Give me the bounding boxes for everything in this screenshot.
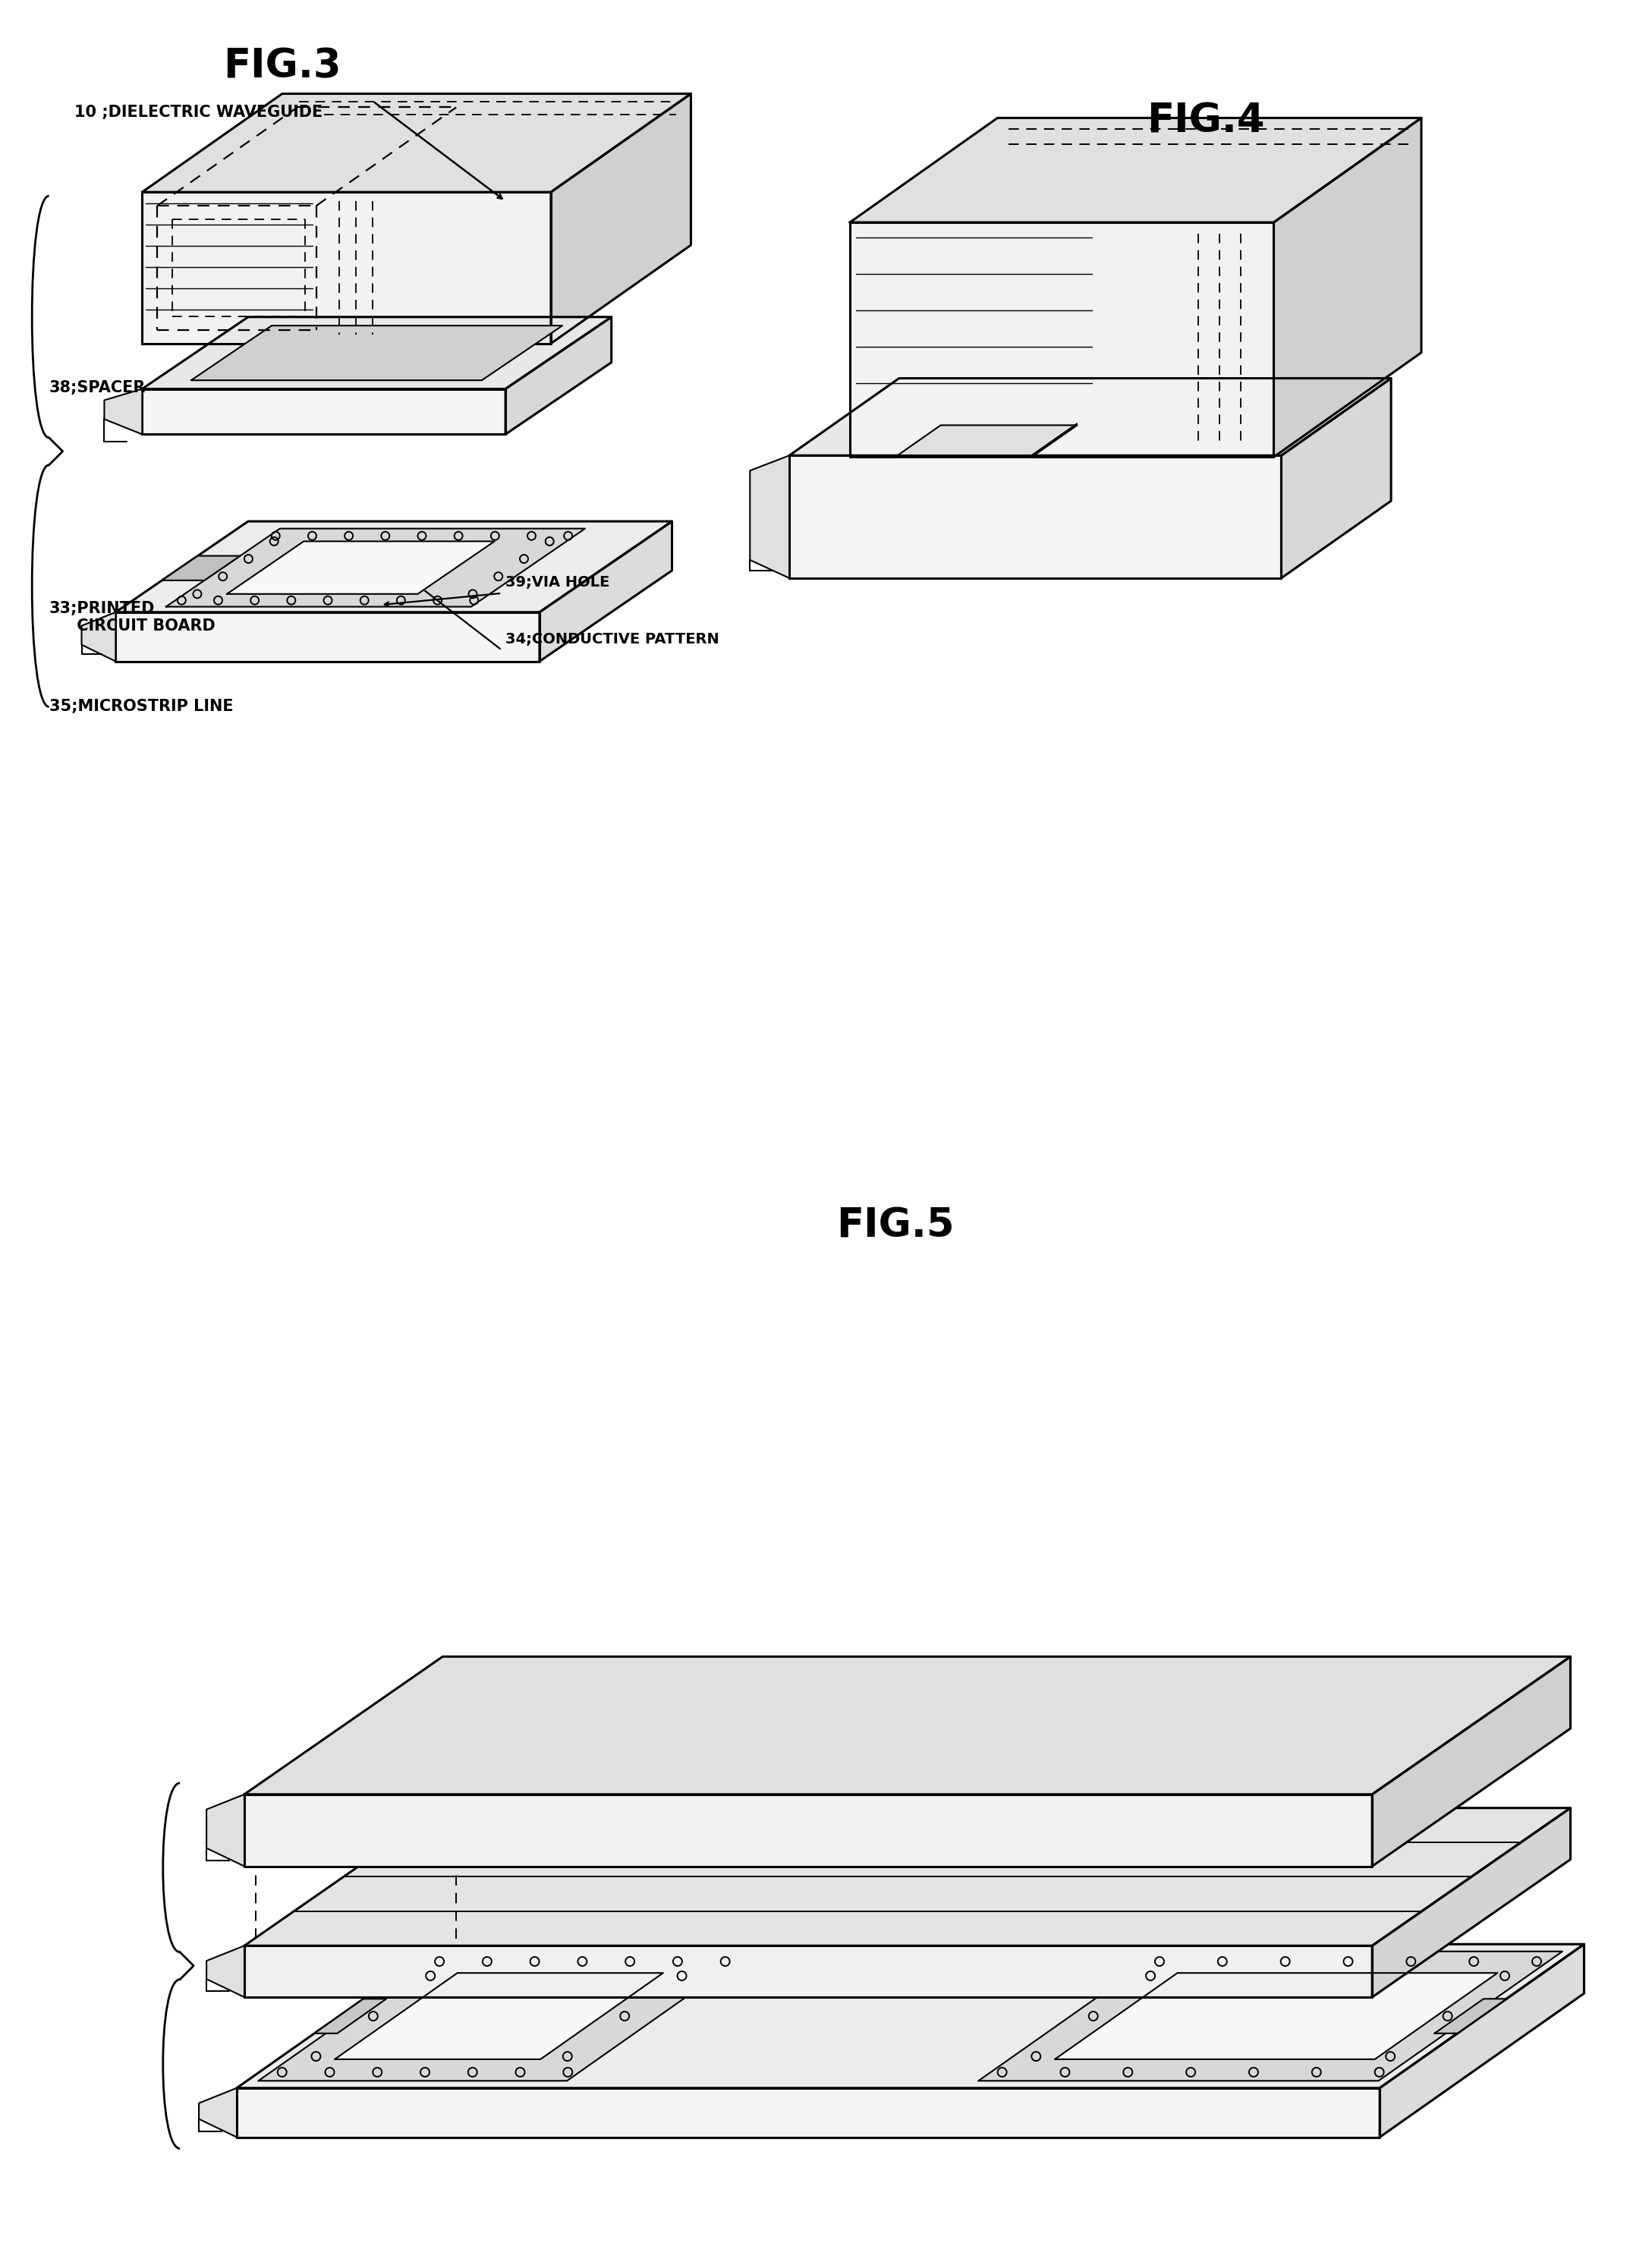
Polygon shape bbox=[244, 1656, 1570, 1794]
Polygon shape bbox=[115, 612, 539, 662]
Polygon shape bbox=[167, 528, 585, 608]
Polygon shape bbox=[237, 2089, 1380, 2136]
Polygon shape bbox=[849, 118, 1421, 222]
Polygon shape bbox=[1032, 424, 1077, 458]
Polygon shape bbox=[790, 379, 1392, 456]
Polygon shape bbox=[551, 93, 691, 342]
Text: 38;SPACER: 38;SPACER bbox=[49, 379, 145, 395]
Text: FIG.4: FIG.4 bbox=[1146, 102, 1265, 141]
Text: 35;MICROSTRIP LINE: 35;MICROSTRIP LINE bbox=[49, 699, 233, 714]
Polygon shape bbox=[115, 522, 673, 612]
Polygon shape bbox=[1372, 1808, 1570, 1998]
Text: FIG.3: FIG.3 bbox=[223, 48, 341, 86]
Text: FIG.5: FIG.5 bbox=[836, 1207, 955, 1245]
Polygon shape bbox=[978, 1950, 1562, 2080]
Polygon shape bbox=[142, 93, 691, 193]
Polygon shape bbox=[1273, 118, 1421, 458]
Text: 39;VIA HOLE: 39;VIA HOLE bbox=[506, 576, 610, 590]
Polygon shape bbox=[1435, 1998, 1507, 2034]
Polygon shape bbox=[1380, 1944, 1585, 2136]
Polygon shape bbox=[162, 556, 241, 581]
Polygon shape bbox=[206, 1794, 244, 1867]
Polygon shape bbox=[142, 318, 612, 388]
Text: 33;PRINTED
     CIRCUIT BOARD: 33;PRINTED CIRCUIT BOARD bbox=[49, 601, 214, 633]
Polygon shape bbox=[1055, 1973, 1497, 2059]
Polygon shape bbox=[81, 612, 115, 662]
Polygon shape bbox=[335, 1973, 663, 2059]
Polygon shape bbox=[750, 456, 790, 578]
Polygon shape bbox=[237, 1944, 1585, 2089]
Polygon shape bbox=[104, 388, 142, 433]
Polygon shape bbox=[244, 1794, 1372, 1867]
Polygon shape bbox=[895, 424, 1077, 458]
Polygon shape bbox=[849, 222, 1273, 458]
Polygon shape bbox=[506, 318, 612, 433]
Polygon shape bbox=[315, 1998, 386, 2034]
Polygon shape bbox=[1281, 379, 1392, 578]
Polygon shape bbox=[191, 327, 562, 381]
Polygon shape bbox=[539, 522, 673, 662]
Polygon shape bbox=[244, 1946, 1372, 1998]
Polygon shape bbox=[142, 388, 506, 433]
Polygon shape bbox=[1372, 1656, 1570, 1867]
Polygon shape bbox=[228, 542, 495, 594]
Polygon shape bbox=[200, 2089, 237, 2136]
Polygon shape bbox=[259, 1950, 750, 2080]
Polygon shape bbox=[206, 1946, 244, 1998]
Text: 34;CONDUCTIVE PATTERN: 34;CONDUCTIVE PATTERN bbox=[506, 633, 719, 646]
Polygon shape bbox=[790, 456, 1281, 578]
Polygon shape bbox=[244, 1808, 1570, 1946]
Text: 10 ;DIELECTRIC WAVEGUIDE: 10 ;DIELECTRIC WAVEGUIDE bbox=[74, 104, 322, 120]
Polygon shape bbox=[142, 193, 551, 342]
